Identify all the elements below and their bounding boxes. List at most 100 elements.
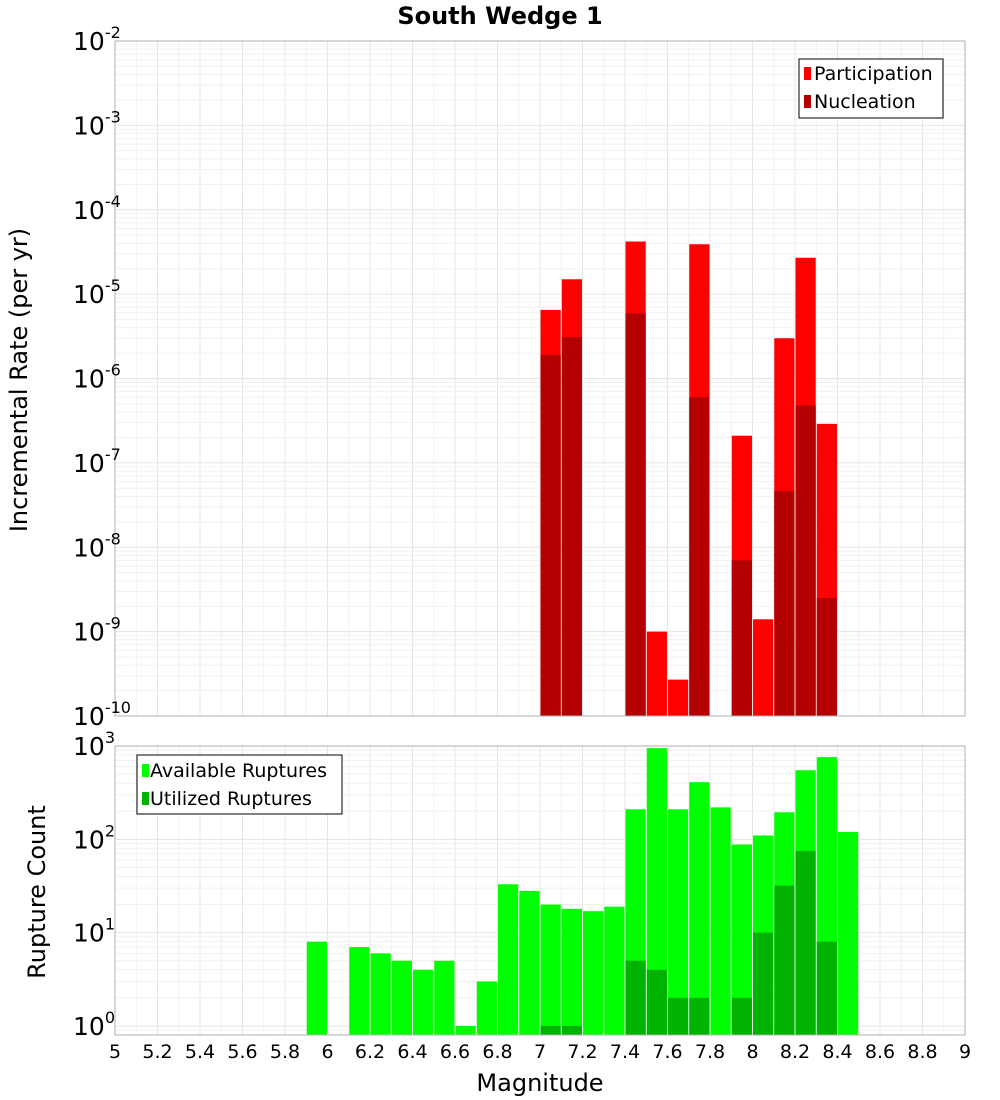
x-tick-label: 7.2 bbox=[567, 1041, 597, 1063]
y-tick-label: 10-6 bbox=[73, 361, 121, 394]
x-tick-label: 6.4 bbox=[397, 1041, 427, 1063]
available-ruptures-bar bbox=[413, 969, 434, 1035]
chart-title: South Wedge 1 bbox=[397, 2, 602, 30]
utilized-ruptures-bar bbox=[774, 885, 795, 1035]
utilized-ruptures-bar bbox=[540, 1025, 561, 1035]
x-tick-label: 8.4 bbox=[822, 1041, 852, 1063]
available-ruptures-bar bbox=[370, 953, 391, 1035]
available-ruptures-bar bbox=[306, 941, 327, 1035]
count-plot-legend-box bbox=[136, 754, 343, 815]
x-tick-label: 5.6 bbox=[227, 1041, 257, 1063]
y-tick-label: 10-9 bbox=[73, 614, 121, 647]
x-axis-label: Magnitude bbox=[476, 1069, 603, 1097]
legend-label-available: Available Ruptures bbox=[150, 760, 327, 782]
x-tick-label: 8.8 bbox=[907, 1041, 937, 1063]
available-ruptures-bar bbox=[668, 809, 689, 1035]
utilized-ruptures-bar bbox=[753, 932, 774, 1035]
legend-swatch-participation bbox=[804, 67, 811, 80]
count-plot-bars bbox=[306, 748, 859, 1035]
rate-plot-legend-box bbox=[798, 58, 944, 119]
y-tick-label: 10-7 bbox=[73, 445, 121, 478]
nucleation-bar bbox=[795, 405, 816, 716]
available-ruptures-bar bbox=[561, 908, 582, 1035]
available-ruptures-bar bbox=[646, 748, 667, 1035]
available-ruptures-bar bbox=[689, 782, 710, 1035]
participation-bar bbox=[646, 631, 667, 716]
rate-plot-frame bbox=[114, 40, 966, 717]
available-ruptures-bar bbox=[838, 831, 859, 1035]
utilized-ruptures-bar bbox=[561, 1025, 582, 1035]
legend-label-nucleation: Nucleation bbox=[814, 91, 916, 113]
nucleation-bar bbox=[561, 337, 582, 716]
x-tick-label: 5 bbox=[109, 1041, 121, 1063]
x-tick-label: 6.2 bbox=[355, 1041, 385, 1063]
count-plot-y-axis-label: Rupture Count bbox=[23, 805, 51, 979]
rate-plot-grid bbox=[114, 40, 966, 717]
available-ruptures-bar bbox=[604, 906, 625, 1035]
x-tick-label: 5.8 bbox=[270, 1041, 300, 1063]
utilized-ruptures-bar bbox=[625, 960, 646, 1035]
count-plot-frame bbox=[114, 745, 966, 1036]
y-tick-label: 101 bbox=[73, 915, 115, 948]
rate-plot-y-axis-label: Incremental Rate (per yr) bbox=[5, 228, 33, 532]
count-plot-legend: Available Ruptures Utilized Ruptures bbox=[136, 754, 343, 815]
x-tick-label: 7.6 bbox=[652, 1041, 682, 1063]
nucleation-bar bbox=[689, 397, 710, 716]
nucleation-bar bbox=[540, 354, 561, 716]
available-ruptures-bar bbox=[583, 911, 604, 1035]
utilized-ruptures-bar bbox=[668, 997, 689, 1035]
x-tick-label: 8 bbox=[746, 1041, 758, 1063]
available-ruptures-bar bbox=[455, 1025, 476, 1035]
rate-plot-y-ticks: 10-10 10-9 10-8 10-7 10-6 10-5 10-4 10-3 10-2 bbox=[73, 23, 131, 731]
utilized-ruptures-bar bbox=[646, 969, 667, 1035]
y-tick-label: 10-4 bbox=[73, 192, 121, 225]
y-tick-label: 10-5 bbox=[73, 276, 121, 309]
y-tick-label: 10-8 bbox=[73, 529, 121, 562]
rate-plot-legend: Participation Nucleation bbox=[798, 58, 944, 119]
y-tick-label: 102 bbox=[73, 821, 115, 854]
legend-swatch-available bbox=[142, 764, 149, 777]
available-ruptures-bar bbox=[476, 981, 497, 1035]
available-ruptures-bar bbox=[434, 960, 455, 1035]
legend-label-utilized: Utilized Ruptures bbox=[150, 788, 312, 810]
available-ruptures-bar bbox=[540, 904, 561, 1035]
count-plot-x-ticks: 5 5.2 5.4 5.6 5.8 6 6.2 6.4 6.6 6.8 7 7.2 7.4 7.6 7.8 8… bbox=[109, 1041, 971, 1063]
participation-bar bbox=[668, 679, 689, 716]
available-ruptures-bar bbox=[349, 947, 370, 1035]
x-tick-label: 9 bbox=[959, 1041, 971, 1063]
nucleation-bar bbox=[774, 491, 795, 716]
x-tick-label: 6.6 bbox=[440, 1041, 470, 1063]
rate-plot-bars bbox=[540, 241, 837, 717]
utilized-ruptures-bar bbox=[816, 941, 837, 1035]
utilized-ruptures-bar bbox=[689, 997, 710, 1035]
legend-label-participation: Participation bbox=[814, 63, 933, 85]
x-tick-label: 5.2 bbox=[142, 1041, 172, 1063]
nucleation-bar bbox=[731, 560, 752, 716]
x-tick-label: 7.4 bbox=[610, 1041, 640, 1063]
available-ruptures-bar bbox=[391, 960, 412, 1035]
y-tick-label: 10-10 bbox=[73, 698, 131, 731]
x-tick-label: 5.4 bbox=[185, 1041, 215, 1063]
utilized-ruptures-bar bbox=[731, 997, 752, 1035]
x-tick-label: 8.6 bbox=[865, 1041, 895, 1063]
nucleation-bar bbox=[625, 313, 646, 716]
legend-swatch-nucleation bbox=[804, 95, 811, 108]
x-tick-label: 8.2 bbox=[780, 1041, 810, 1063]
x-tick-label: 6.8 bbox=[482, 1041, 512, 1063]
y-tick-label: 100 bbox=[73, 1008, 115, 1041]
available-ruptures-bar bbox=[710, 807, 731, 1035]
available-ruptures-bar bbox=[731, 844, 752, 1035]
legend-swatch-utilized bbox=[142, 792, 149, 805]
x-tick-label: 7.8 bbox=[695, 1041, 725, 1063]
x-tick-label: 7 bbox=[534, 1041, 546, 1063]
available-ruptures-bar bbox=[498, 884, 519, 1035]
utilized-ruptures-bar bbox=[795, 850, 816, 1035]
x-tick-label: 6 bbox=[321, 1041, 333, 1063]
y-tick-label: 103 bbox=[73, 728, 115, 761]
participation-bar bbox=[753, 619, 774, 716]
y-tick-label: 10-2 bbox=[73, 23, 121, 56]
count-plot-y-ticks: 100 101 102 103 bbox=[73, 728, 115, 1041]
y-tick-label: 10-3 bbox=[73, 107, 121, 140]
available-ruptures-bar bbox=[519, 890, 540, 1035]
